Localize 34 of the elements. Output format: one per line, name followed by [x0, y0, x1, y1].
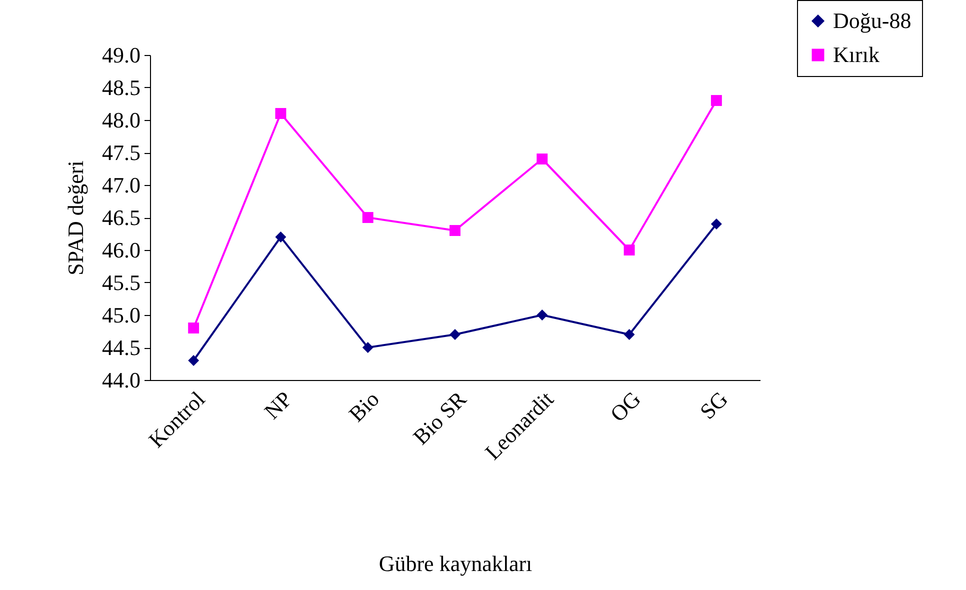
point: [362, 342, 374, 353]
point: [188, 322, 200, 334]
legend-label: Doğu-88: [833, 8, 912, 33]
y-tick-label: 45.5: [102, 270, 140, 295]
point: [450, 225, 460, 236]
point: [710, 218, 722, 230]
point: [450, 329, 460, 340]
y-axis-title: SPAD değeri: [63, 160, 88, 276]
point: [624, 329, 635, 340]
y-tick-label: 44.0: [102, 368, 140, 392]
x-tick-label: NP: [259, 386, 297, 424]
x-tick-label: Bio: [344, 386, 384, 427]
y-tick-label: 48.5: [102, 75, 140, 100]
y-tick-label: 49.0: [102, 42, 140, 68]
y-tick-label: 48.0: [102, 108, 140, 132]
x-tick-label: Bio SR: [408, 386, 472, 450]
point: [275, 232, 286, 242]
point: [362, 212, 374, 223]
point: [710, 95, 722, 106]
point: [536, 154, 548, 164]
point: [624, 244, 635, 256]
point: [275, 108, 286, 119]
y-tick-label: 46.5: [102, 205, 140, 230]
legend-label: Kırık: [833, 42, 880, 67]
x-tick-label: SG: [694, 386, 733, 424]
x-axis-title: Gübre kaynakları: [378, 550, 532, 576]
y-tick-label: 47.5: [102, 140, 140, 165]
y-tick-label: 46.0: [102, 238, 140, 262]
y-tick-label: 47.0: [102, 172, 140, 198]
y-tick-label: 44.5: [102, 335, 140, 360]
point: [188, 355, 200, 366]
x-tick-label: OG: [605, 386, 646, 427]
y-tick-label: 45.0: [102, 302, 140, 328]
point: [536, 310, 548, 320]
